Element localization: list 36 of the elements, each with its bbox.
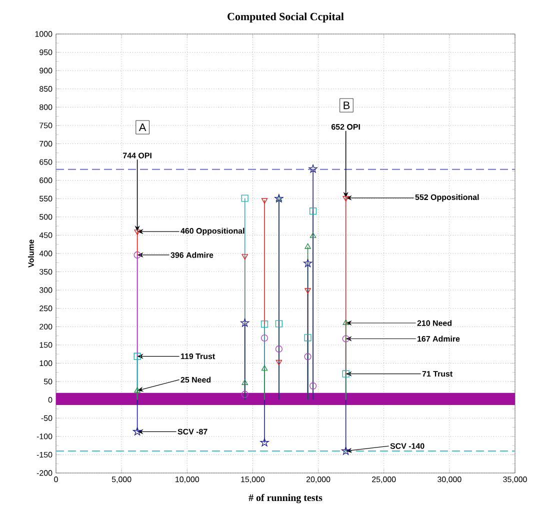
annotation: B — [344, 102, 350, 110]
point — [342, 446, 350, 455]
point — [134, 251, 141, 259]
point — [342, 370, 350, 378]
point — [308, 164, 318, 173]
point — [242, 254, 248, 260]
point — [242, 379, 248, 385]
point — [261, 198, 268, 204]
point — [276, 360, 282, 366]
point — [260, 334, 268, 342]
point — [241, 194, 248, 202]
point — [309, 382, 317, 390]
point — [260, 438, 269, 446]
point — [275, 320, 282, 328]
chart-title: Computed Social Ccpital — [228, 12, 344, 22]
annotation: A — [138, 124, 146, 132]
point — [303, 258, 312, 268]
point — [304, 243, 311, 249]
point — [304, 334, 312, 342]
point — [304, 288, 311, 294]
point — [309, 208, 317, 215]
point — [310, 232, 316, 238]
point — [304, 353, 312, 360]
point — [342, 335, 350, 342]
point — [261, 365, 268, 371]
point — [342, 319, 349, 325]
point — [240, 318, 250, 327]
x-axis-title: # of running tests — [248, 494, 322, 504]
point — [134, 387, 140, 393]
point — [342, 196, 349, 202]
point — [275, 345, 282, 353]
point — [260, 320, 268, 328]
point — [134, 352, 141, 360]
point — [133, 427, 142, 436]
point — [241, 390, 248, 398]
point — [134, 230, 140, 236]
